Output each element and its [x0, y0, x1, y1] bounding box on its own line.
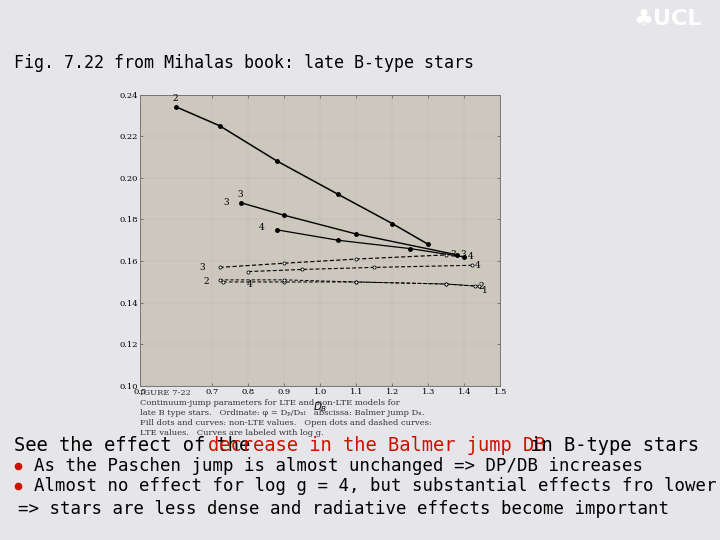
Text: See the effect of the: See the effect of the	[14, 436, 262, 455]
Text: Fig. 7.22 from Mihalas book: late B-type stars: Fig. 7.22 from Mihalas book: late B-type…	[14, 55, 474, 72]
Text: decrease in the Balmer jump DB: decrease in the Balmer jump DB	[208, 436, 546, 455]
X-axis label: $D_B$: $D_B$	[313, 400, 328, 414]
Text: 4: 4	[259, 224, 265, 232]
Text: 2: 2	[203, 278, 209, 286]
Text: 4: 4	[468, 253, 474, 261]
Text: 3: 3	[461, 251, 467, 259]
Text: 3: 3	[450, 251, 456, 259]
Text: 3: 3	[238, 190, 243, 199]
Text: Almost no effect for log g = 4, but substantial effects fro lower g: Almost no effect for log g = 4, but subs…	[34, 477, 720, 495]
Text: 2: 2	[479, 282, 485, 291]
Text: ♣UCL: ♣UCL	[634, 9, 702, 29]
Text: in B-type stars: in B-type stars	[518, 436, 698, 455]
Text: As the Paschen jump is almost unchanged => DP/DB increases: As the Paschen jump is almost unchanged …	[34, 457, 643, 475]
Text: 4: 4	[475, 261, 481, 270]
Text: 2: 2	[173, 94, 179, 103]
Text: IGURE 7-22
Continuum-jump parameters for LTE and non-LTE models for
late B type : IGURE 7-22 Continuum-jump parameters for…	[140, 389, 432, 437]
Text: 3: 3	[199, 263, 205, 272]
Text: => stars are less dense and radiative effects become important: => stars are less dense and radiative ef…	[18, 501, 669, 518]
Text: 4: 4	[246, 280, 252, 289]
Text: 3: 3	[223, 198, 229, 207]
Text: 1: 1	[482, 286, 488, 295]
